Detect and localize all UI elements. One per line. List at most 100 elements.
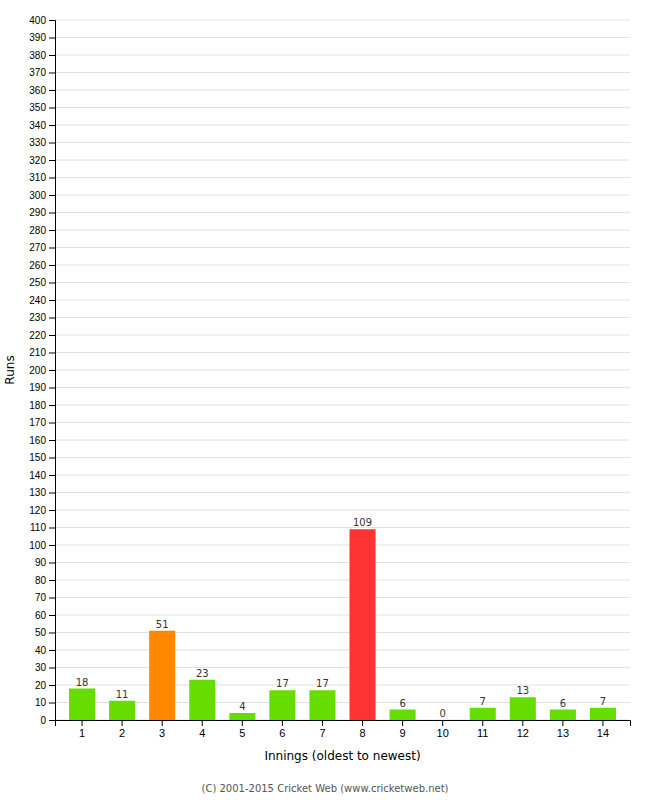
tick-label: 400 xyxy=(29,15,46,26)
tick-label: 280 xyxy=(29,225,46,236)
tick: 240 xyxy=(29,295,55,306)
tick-label: 8 xyxy=(359,727,365,739)
grid-line xyxy=(55,405,630,406)
grid-line xyxy=(55,282,630,283)
bars xyxy=(69,529,616,720)
data-label: 6 xyxy=(560,698,566,709)
tick-mark xyxy=(82,720,83,726)
tick: 70 xyxy=(35,592,55,603)
tick-mark xyxy=(49,650,55,651)
tick-label: 30 xyxy=(35,662,47,673)
data-label: 17 xyxy=(276,678,289,689)
axis-line xyxy=(49,21,56,721)
tick-label: 160 xyxy=(29,435,46,446)
tick-mark xyxy=(602,720,603,726)
tick: 30 xyxy=(35,662,55,673)
tick-label: 150 xyxy=(29,452,46,463)
footer: (C) 2001-2015 Cricket Web (www.cricketwe… xyxy=(202,783,449,794)
tick-label: 40 xyxy=(35,645,47,656)
tick: 310 xyxy=(29,172,55,183)
bar xyxy=(550,710,576,721)
tick: 60 xyxy=(35,610,55,621)
tick: 13 xyxy=(557,720,569,739)
data-label: 17 xyxy=(316,678,329,689)
grid-line xyxy=(55,370,630,371)
tick-label: 11 xyxy=(477,727,488,739)
tick-mark xyxy=(49,388,55,389)
tick: 20 xyxy=(35,680,55,691)
tick: 1 xyxy=(79,720,85,739)
tick: 80 xyxy=(35,575,55,586)
bar xyxy=(510,697,536,720)
grid-line xyxy=(55,142,630,143)
data-label: 18 xyxy=(76,677,89,688)
tick: 350 xyxy=(29,102,55,113)
tick: 3 xyxy=(159,720,165,739)
bar xyxy=(470,708,496,720)
grid-line xyxy=(55,387,630,388)
grid-line xyxy=(55,335,630,336)
data-label: 6 xyxy=(399,698,405,709)
grid-line xyxy=(55,55,630,56)
tick-label: 180 xyxy=(29,400,46,411)
tick: 0 xyxy=(40,715,55,726)
tick-mark xyxy=(49,615,55,616)
tick-mark xyxy=(49,545,55,546)
tick: 270 xyxy=(29,242,55,253)
tick: 340 xyxy=(29,120,55,131)
tick: 14 xyxy=(597,720,609,739)
bar xyxy=(430,720,456,721)
tick: 220 xyxy=(29,330,55,341)
tick-mark xyxy=(49,90,55,91)
tick-label: 290 xyxy=(29,207,46,218)
tick: 200 xyxy=(29,365,55,376)
tick-label: 200 xyxy=(29,365,46,376)
grid-line xyxy=(55,20,630,21)
tick-label: 10 xyxy=(35,697,47,708)
tick: 260 xyxy=(29,260,55,271)
tick-label: 6 xyxy=(279,727,285,739)
data-label: 4 xyxy=(239,701,245,712)
tick-mark xyxy=(49,300,55,301)
tick-mark xyxy=(482,720,483,726)
tick: 9 xyxy=(400,720,406,739)
tick-mark xyxy=(49,580,55,581)
data-label: 7 xyxy=(600,696,606,707)
tick-mark xyxy=(49,685,55,686)
tick-mark xyxy=(122,720,123,726)
tick-label: 140 xyxy=(29,470,46,481)
tick: 50 xyxy=(35,627,55,638)
tick-label: 330 xyxy=(29,137,46,148)
grid-line xyxy=(55,650,630,651)
plot: 0102030405060708090100110120130140150160… xyxy=(29,15,630,739)
tick-mark xyxy=(49,720,55,721)
grid-line xyxy=(55,177,630,178)
tick: 12 xyxy=(517,720,529,739)
tick: 390 xyxy=(29,32,55,43)
tick: 370 xyxy=(29,67,55,78)
tick-mark xyxy=(49,318,55,319)
tick: 2 xyxy=(119,720,125,739)
tick-mark xyxy=(49,55,55,56)
tick-label: 7 xyxy=(319,727,325,739)
tick-mark xyxy=(162,720,163,726)
tick-label: 220 xyxy=(29,330,46,341)
tick-mark xyxy=(49,475,55,476)
tick-mark xyxy=(49,510,55,511)
tick: 90 xyxy=(35,557,55,568)
grid-line xyxy=(55,300,630,301)
tick-label: 350 xyxy=(29,102,46,113)
tick-mark xyxy=(522,720,523,726)
tick: 11 xyxy=(477,720,488,739)
tick-mark xyxy=(242,720,243,726)
tick: 7 xyxy=(319,720,325,739)
grid-line xyxy=(55,107,630,108)
data-label: 7 xyxy=(480,696,486,707)
tick: 300 xyxy=(29,190,55,201)
axis-line xyxy=(56,721,631,727)
bar xyxy=(350,529,376,720)
tick-label: 2 xyxy=(119,727,125,739)
tick: 160 xyxy=(29,435,55,446)
bar xyxy=(69,689,95,721)
tick-mark xyxy=(49,633,55,634)
